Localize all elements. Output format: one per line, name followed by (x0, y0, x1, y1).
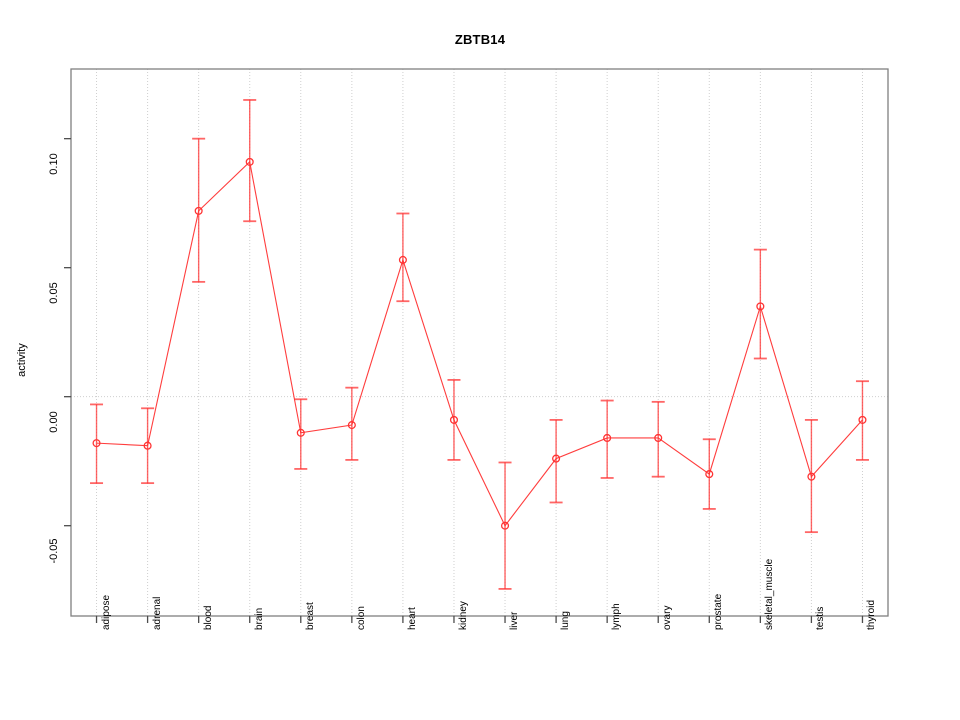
y-tick-label: -0.05 (48, 538, 60, 564)
x-tick-label-skeletal_muscle: skeletal_muscle (764, 558, 776, 630)
x-tick-label-adipose: adipose (100, 594, 112, 630)
plot-frame (70, 68, 889, 617)
axis-ticks (64, 138, 864, 623)
y-tick-label: 0.00 (48, 410, 60, 433)
x-tick-label-breast: breast (304, 602, 316, 630)
series-line-activity (96, 160, 863, 527)
x-tick-label-thyroid: thyroid (866, 599, 878, 630)
x-tick-label-ovary: ovary (662, 605, 674, 630)
error-bars (90, 99, 869, 590)
x-tick-label-adrenal: adrenal (151, 596, 163, 630)
x-tick-label-lymph: lymph (611, 603, 623, 630)
y-tick-label: 0.05 (48, 281, 60, 304)
x-tick-label-prostate: prostate (713, 593, 725, 630)
x-tick-label-brain: brain (253, 607, 265, 630)
x-tick-label-testis: testis (815, 606, 827, 630)
data-points (92, 157, 867, 530)
y-tick-label: 0.10 (48, 152, 60, 175)
gridlines (96, 69, 863, 616)
x-tick-label-heart: heart (406, 607, 418, 630)
x-tick-label-lung: lung (560, 611, 572, 630)
x-tick-label-kidney: kidney (457, 601, 469, 630)
x-tick-label-liver: liver (509, 611, 521, 630)
page-title: ZBTB14 (454, 32, 506, 47)
x-tick-label-colon: colon (355, 606, 367, 630)
x-tick-label-blood: blood (202, 605, 214, 630)
